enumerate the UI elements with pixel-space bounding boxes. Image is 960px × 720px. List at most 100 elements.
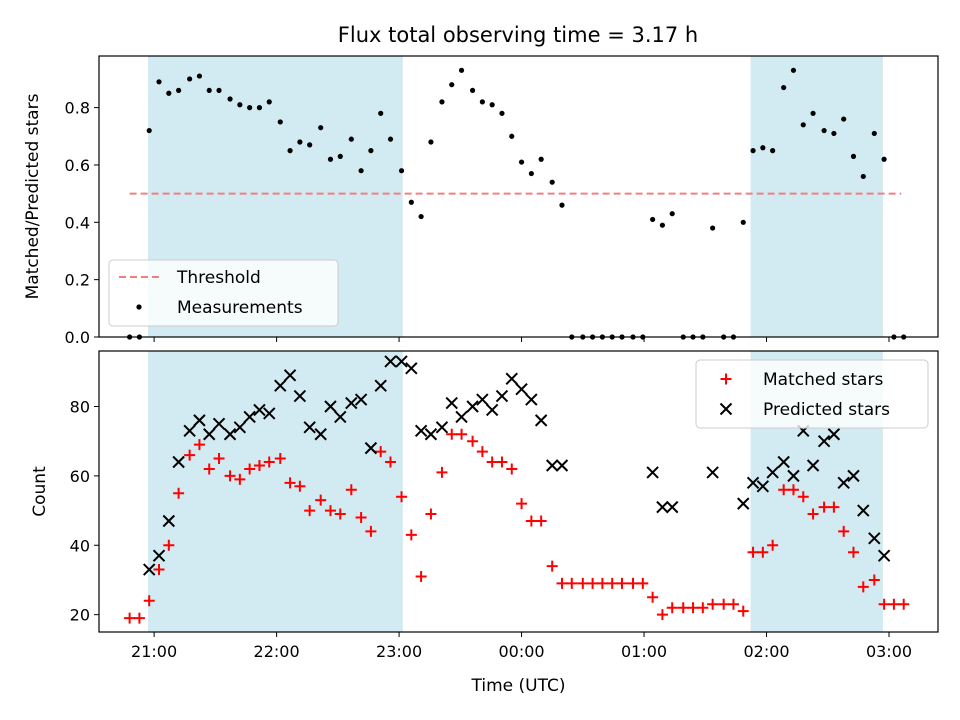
predicted-star-point	[857, 504, 870, 517]
y-tick-label: 80	[70, 398, 90, 417]
predicted-star-point	[334, 410, 347, 424]
measurement-point	[196, 73, 203, 79]
matched-star-point	[616, 577, 628, 589]
measurement-point	[156, 79, 162, 85]
predicted-star-point	[395, 355, 408, 368]
matched-star-point	[365, 525, 377, 537]
legend-measurement-label: Measurements	[177, 298, 303, 318]
predicted-star-point	[143, 563, 156, 576]
predicted-star-point	[746, 476, 760, 490]
predicted-star-point	[374, 379, 387, 392]
predicted-star-point	[435, 421, 449, 434]
measurement-point	[408, 199, 414, 205]
measurement-point	[528, 170, 534, 177]
measurement-point	[549, 179, 555, 185]
matched-star-point	[556, 577, 568, 589]
measurement-point	[307, 142, 313, 148]
matched-star-point	[857, 581, 869, 593]
predicted-star-point	[303, 421, 316, 434]
predicted-star-point	[756, 480, 770, 493]
predicted-star-point	[274, 379, 287, 392]
predicted-star-point	[495, 389, 509, 403]
matched-star-point	[535, 515, 547, 527]
matched-star-point	[355, 512, 367, 524]
measurement-point	[770, 148, 776, 154]
measurement-point	[669, 211, 675, 217]
chart-title: Flux total observing time = 3.17 h	[338, 23, 698, 47]
predicted-star-point	[324, 400, 337, 413]
measurement-point	[750, 148, 756, 154]
predicted-star-point	[172, 455, 185, 469]
measurement-point	[348, 136, 354, 142]
predicted-star-point	[515, 382, 528, 396]
measurement-point	[509, 133, 515, 139]
predicted-star-point	[777, 455, 790, 469]
matched-star-point	[284, 477, 296, 489]
measurement-point	[327, 156, 334, 162]
measurement-point	[227, 96, 233, 102]
predicted-star-point	[877, 549, 891, 562]
measurement-point	[378, 110, 384, 116]
matched-star-point	[656, 609, 668, 621]
predicted-star-point	[847, 469, 860, 483]
matched-star-point	[263, 456, 275, 468]
matched-star-point	[153, 564, 165, 576]
measurement-point	[790, 67, 797, 73]
matched-star-point	[606, 577, 618, 589]
y-axis-label: Matched/Predicted stars	[23, 93, 43, 299]
x-tick-label: 21:00	[131, 642, 177, 661]
matched-star-point	[587, 577, 599, 589]
x-tick-label: 00:00	[499, 642, 545, 661]
predicted-star-point	[233, 421, 247, 434]
predicted-star-point	[868, 532, 881, 545]
matched-star-point	[747, 546, 759, 558]
measurement-point	[760, 145, 766, 151]
y-tick-label: 0.0	[65, 328, 90, 347]
predicted-star-point	[827, 428, 841, 441]
shaded-interval	[750, 56, 883, 337]
measurement-point	[810, 110, 816, 116]
matched-star-point	[577, 577, 589, 589]
matched-star-point	[304, 505, 316, 517]
matched-star-point	[838, 525, 850, 537]
matched-star-point	[697, 602, 709, 614]
matched-star-point	[415, 570, 427, 582]
predicted-star-point	[293, 389, 307, 403]
matched-star-point	[234, 473, 246, 485]
matched-star-point	[405, 529, 417, 541]
matched-star-point	[847, 546, 859, 558]
predicted-star-point	[466, 400, 479, 413]
measurement-point	[469, 87, 476, 94]
predicted-star-point	[555, 459, 569, 472]
predicted-star-point	[364, 441, 378, 455]
measurement-point	[439, 99, 445, 105]
shaded-interval	[147, 351, 403, 632]
y-tick-label: 60	[70, 467, 90, 486]
y-tick-label: 40	[70, 536, 90, 555]
predicted-star-point	[485, 403, 499, 417]
predicted-star-point	[203, 428, 216, 441]
predicted-star-point	[243, 410, 256, 424]
predicted-star-point	[263, 407, 276, 420]
y-axis-label: Count	[30, 466, 50, 517]
matched-star-point	[224, 470, 236, 482]
predicted-star-point	[837, 476, 850, 490]
y-tick-label: 0.8	[65, 99, 90, 118]
legend-threshold-label: Threshold	[176, 268, 261, 288]
y-tick-label: 0.6	[65, 156, 90, 175]
measurement-point	[337, 153, 343, 159]
measurement-point	[458, 67, 465, 73]
predicted-star-point	[212, 417, 226, 431]
measurement-point	[449, 82, 455, 88]
matched-star-point	[315, 494, 327, 506]
ratio-panel: 0.0 0.2 0.4 0.6 0.8 Matched/Predicted stars Th…	[23, 55, 939, 347]
matched-star-point	[456, 428, 468, 440]
matched-star-point	[294, 480, 306, 492]
matched-star-point	[637, 577, 649, 589]
x-tick-label: 03:00	[866, 642, 912, 661]
predicted-star-point	[476, 393, 489, 406]
legend-measurement-swatch	[136, 304, 142, 310]
measurement-point	[740, 219, 746, 225]
predicted-star-point	[183, 424, 196, 437]
